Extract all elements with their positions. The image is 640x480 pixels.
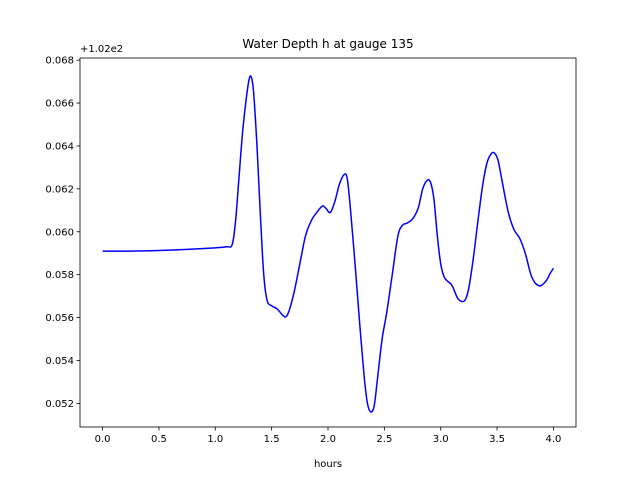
y-offset-label: +1.02e2 xyxy=(80,44,123,55)
x-axis-label: hours xyxy=(314,459,342,470)
x-tick-label: 2.5 xyxy=(376,434,392,445)
y-tick-label: 0.060 xyxy=(45,227,74,238)
x-axis: 0.0 0.5 1.0 1.5 2.0 2.5 3.0 3.5 4.0 xyxy=(95,427,562,445)
y-tick-label: 0.068 xyxy=(45,56,74,67)
x-tick-label: 1.5 xyxy=(264,434,280,445)
chart-title: Water Depth h at gauge 135 xyxy=(242,37,413,51)
plot-area xyxy=(102,75,555,413)
y-tick-label: 0.058 xyxy=(45,270,74,281)
x-tick-label: 0.0 xyxy=(95,434,111,445)
series-line-0 xyxy=(102,75,555,413)
y-tick-label: 0.062 xyxy=(45,184,74,195)
y-tick-label: 0.056 xyxy=(45,313,74,324)
x-tick-label: 0.5 xyxy=(151,434,167,445)
y-axis: 0.052 0.054 0.056 0.058 0.060 0.062 0.064 0.066… xyxy=(45,56,80,410)
y-tick-label: 0.064 xyxy=(45,141,74,152)
x-tick-label: 3.5 xyxy=(489,434,505,445)
y-tick-label: 0.052 xyxy=(45,399,74,410)
x-tick-label: 2.0 xyxy=(320,434,336,445)
y-tick-label: 0.054 xyxy=(45,356,74,367)
y-tick-label: 0.066 xyxy=(45,99,74,110)
x-tick-label: 3.0 xyxy=(433,434,449,445)
x-tick-label: 1.0 xyxy=(207,434,223,445)
x-tick-label: 4.0 xyxy=(546,434,562,445)
